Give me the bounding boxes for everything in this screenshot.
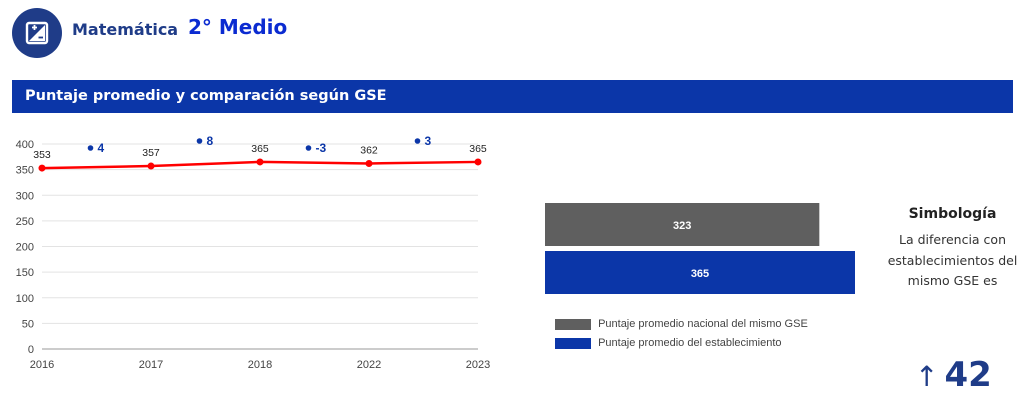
arrow-up-icon: ↑ [915, 360, 939, 393]
x-tick-label: 2016 [30, 359, 54, 371]
difference-marker [87, 145, 94, 151]
bar-chart: 323 365 [545, 203, 855, 294]
data-point [147, 162, 155, 170]
difference-marker [305, 145, 312, 151]
data-point [38, 164, 46, 172]
subject-title: Matemática [72, 20, 179, 39]
y-tick-label: 400 [16, 139, 34, 151]
difference-label: 4 [98, 141, 105, 155]
difference-marker [196, 138, 203, 144]
y-tick-label: 150 [16, 267, 34, 279]
y-tick-label: 350 [16, 165, 34, 177]
line-chart: 0 50 100 150 200 250 300 350 400 2016 2017 2018 2022… [16, 134, 491, 371]
legend-item-school: Puntaje promedio del establecimiento [555, 337, 782, 349]
data-point [256, 158, 264, 166]
difference-value: 42 [944, 355, 992, 395]
difference-marker [414, 138, 421, 144]
bar-label: 323 [673, 220, 691, 232]
symbology-difference: ↑ 42 [915, 355, 992, 395]
x-tick-label: 2022 [357, 359, 381, 371]
data-label: 365 [251, 143, 269, 155]
symbology-panel: Simbología La diferencia con establecimi… [880, 206, 1024, 292]
y-tick-label: 100 [16, 293, 34, 305]
y-tick-label: 50 [22, 318, 34, 330]
x-tick-label: 2023 [466, 359, 490, 371]
y-tick-label: 0 [28, 344, 34, 356]
symbology-title: Simbología [908, 206, 997, 222]
data-label: 362 [360, 144, 378, 156]
difference-label: -3 [316, 141, 327, 155]
legend-swatch-national [555, 318, 591, 330]
data-point [365, 159, 373, 167]
bar [545, 251, 855, 294]
data-label: 353 [33, 149, 51, 161]
difference-label: 3 [425, 134, 432, 148]
data-label: 365 [469, 143, 487, 155]
bar-label: 365 [691, 268, 709, 280]
x-tick-label: 2018 [248, 359, 272, 371]
y-tick-label: 300 [16, 190, 34, 202]
section-banner: Puntaje promedio y comparación según GSE [12, 80, 1013, 113]
section-title: Puntaje promedio y comparación según GSE [25, 88, 387, 104]
legend-label-school: Puntaje promedio del establecimiento [598, 337, 782, 349]
difference-label: 8 [207, 134, 214, 148]
math-icon [25, 21, 49, 45]
y-tick-label: 250 [16, 216, 34, 228]
y-tick-label: 200 [16, 242, 34, 254]
x-tick-label: 2017 [139, 359, 163, 371]
symbology-text: La diferencia con establecimientos del m… [887, 232, 1018, 288]
data-label: 357 [142, 147, 160, 159]
legend-item-national: Puntaje promedio nacional del mismo GSE [555, 318, 808, 330]
grade-title: 2° Medio [188, 15, 288, 39]
data-point [474, 158, 482, 166]
legend-swatch-school [555, 337, 591, 349]
subject-logo [12, 8, 62, 58]
legend-label-national: Puntaje promedio nacional del mismo GSE [598, 318, 808, 330]
bar [545, 203, 820, 246]
